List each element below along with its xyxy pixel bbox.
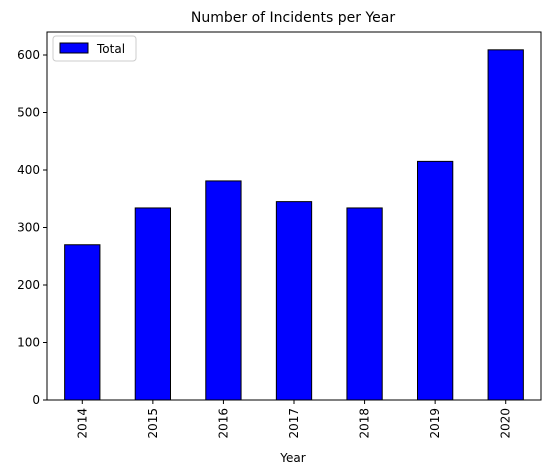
bar-2016 (205, 180, 242, 401)
legend: Total (52, 35, 137, 62)
y-tick-label-600: 600 (17, 48, 40, 62)
plot-frame (46, 31, 542, 401)
legend-frame (52, 35, 137, 62)
y-tick-label-300: 300 (17, 221, 40, 235)
axes-layer: 2014 2015 2016 2017 2018 2019 2020 0 100 200 300 40… (17, 31, 542, 439)
y-tick-label-100: 100 (17, 336, 40, 350)
legend-label-total: Total (96, 42, 125, 56)
x-tick-label-2017: 2017 (287, 408, 301, 439)
y-tick-label-500: 500 (17, 106, 40, 120)
x-tick-label-2020: 2020 (499, 408, 513, 439)
x-tick-label-2016: 2016 (216, 408, 230, 439)
y-tick-label-200: 200 (17, 278, 40, 292)
x-axis-label: Year (279, 451, 305, 465)
bar-2018 (346, 207, 383, 401)
bar-2019 (417, 160, 454, 401)
bar-2014 (64, 244, 101, 401)
x-tick-label-2015: 2015 (146, 408, 160, 439)
bar-2020 (487, 49, 524, 401)
legend-swatch-total (59, 42, 89, 54)
x-tick-label-2018: 2018 (358, 408, 372, 439)
bars-layer (64, 49, 524, 401)
y-tick-label-0: 0 (32, 393, 40, 407)
y-tick-label-400: 400 (17, 163, 40, 177)
chart-title: Number of Incidents per Year (191, 10, 395, 26)
bar-2017 (275, 201, 313, 401)
bar-2015 (134, 207, 171, 401)
x-tick-label-2014: 2014 (75, 408, 89, 439)
x-tick-label-2019: 2019 (428, 408, 442, 439)
